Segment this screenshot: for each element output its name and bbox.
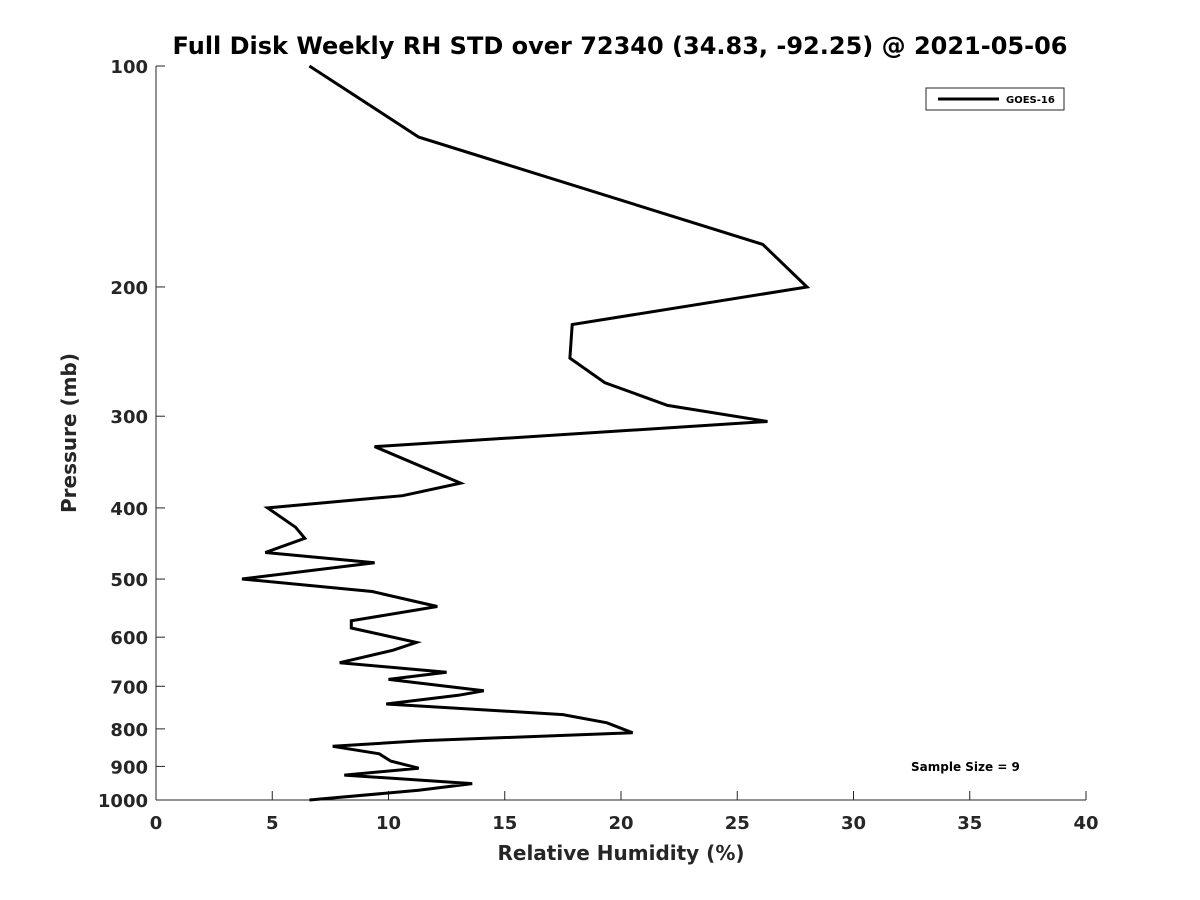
y-tick-label: 400 xyxy=(110,499,148,520)
y-tick-label: 500 xyxy=(110,570,148,591)
y-tick-label: 100 xyxy=(110,57,148,78)
x-tick-label: 40 xyxy=(1073,813,1098,834)
x-tick-label: 10 xyxy=(376,813,401,834)
x-tick-label: 25 xyxy=(725,813,750,834)
x-tick-label: 5 xyxy=(266,813,279,834)
x-axis-label: Relative Humidity (%) xyxy=(497,841,744,865)
legend: GOES-16 xyxy=(925,87,1065,111)
legend-label-goes-16: GOES-16 xyxy=(1006,95,1055,106)
y-tick-label: 900 xyxy=(110,757,148,778)
x-tick-label: 0 xyxy=(150,813,163,834)
series-group xyxy=(241,64,811,802)
y-tick-label: 300 xyxy=(110,407,148,428)
y-tick-label: 700 xyxy=(110,677,148,698)
x-tick-label: 20 xyxy=(608,813,633,834)
y-tick-label: 600 xyxy=(110,628,148,649)
sample-size-annotation: Sample Size = 9 xyxy=(911,760,1020,774)
chart-title: Full Disk Weekly RH STD over 72340 (34.8… xyxy=(173,32,1068,60)
y-tick-label: 800 xyxy=(110,720,148,741)
y-tick-label: 200 xyxy=(110,278,148,299)
series-line-goes-16 xyxy=(241,64,811,802)
y-ticks: 100 200 300 400 500 600 700 800 900 1000 xyxy=(98,57,165,812)
y-axis-label: Pressure (mb) xyxy=(57,353,81,513)
x-tick-label: 35 xyxy=(957,813,982,834)
x-ticks: 0 5 10 15 20 25 30 35 40 xyxy=(150,791,1099,834)
x-tick-label: 15 xyxy=(492,813,517,834)
y-tick-label: 1000 xyxy=(98,791,148,812)
x-tick-label: 30 xyxy=(841,813,866,834)
